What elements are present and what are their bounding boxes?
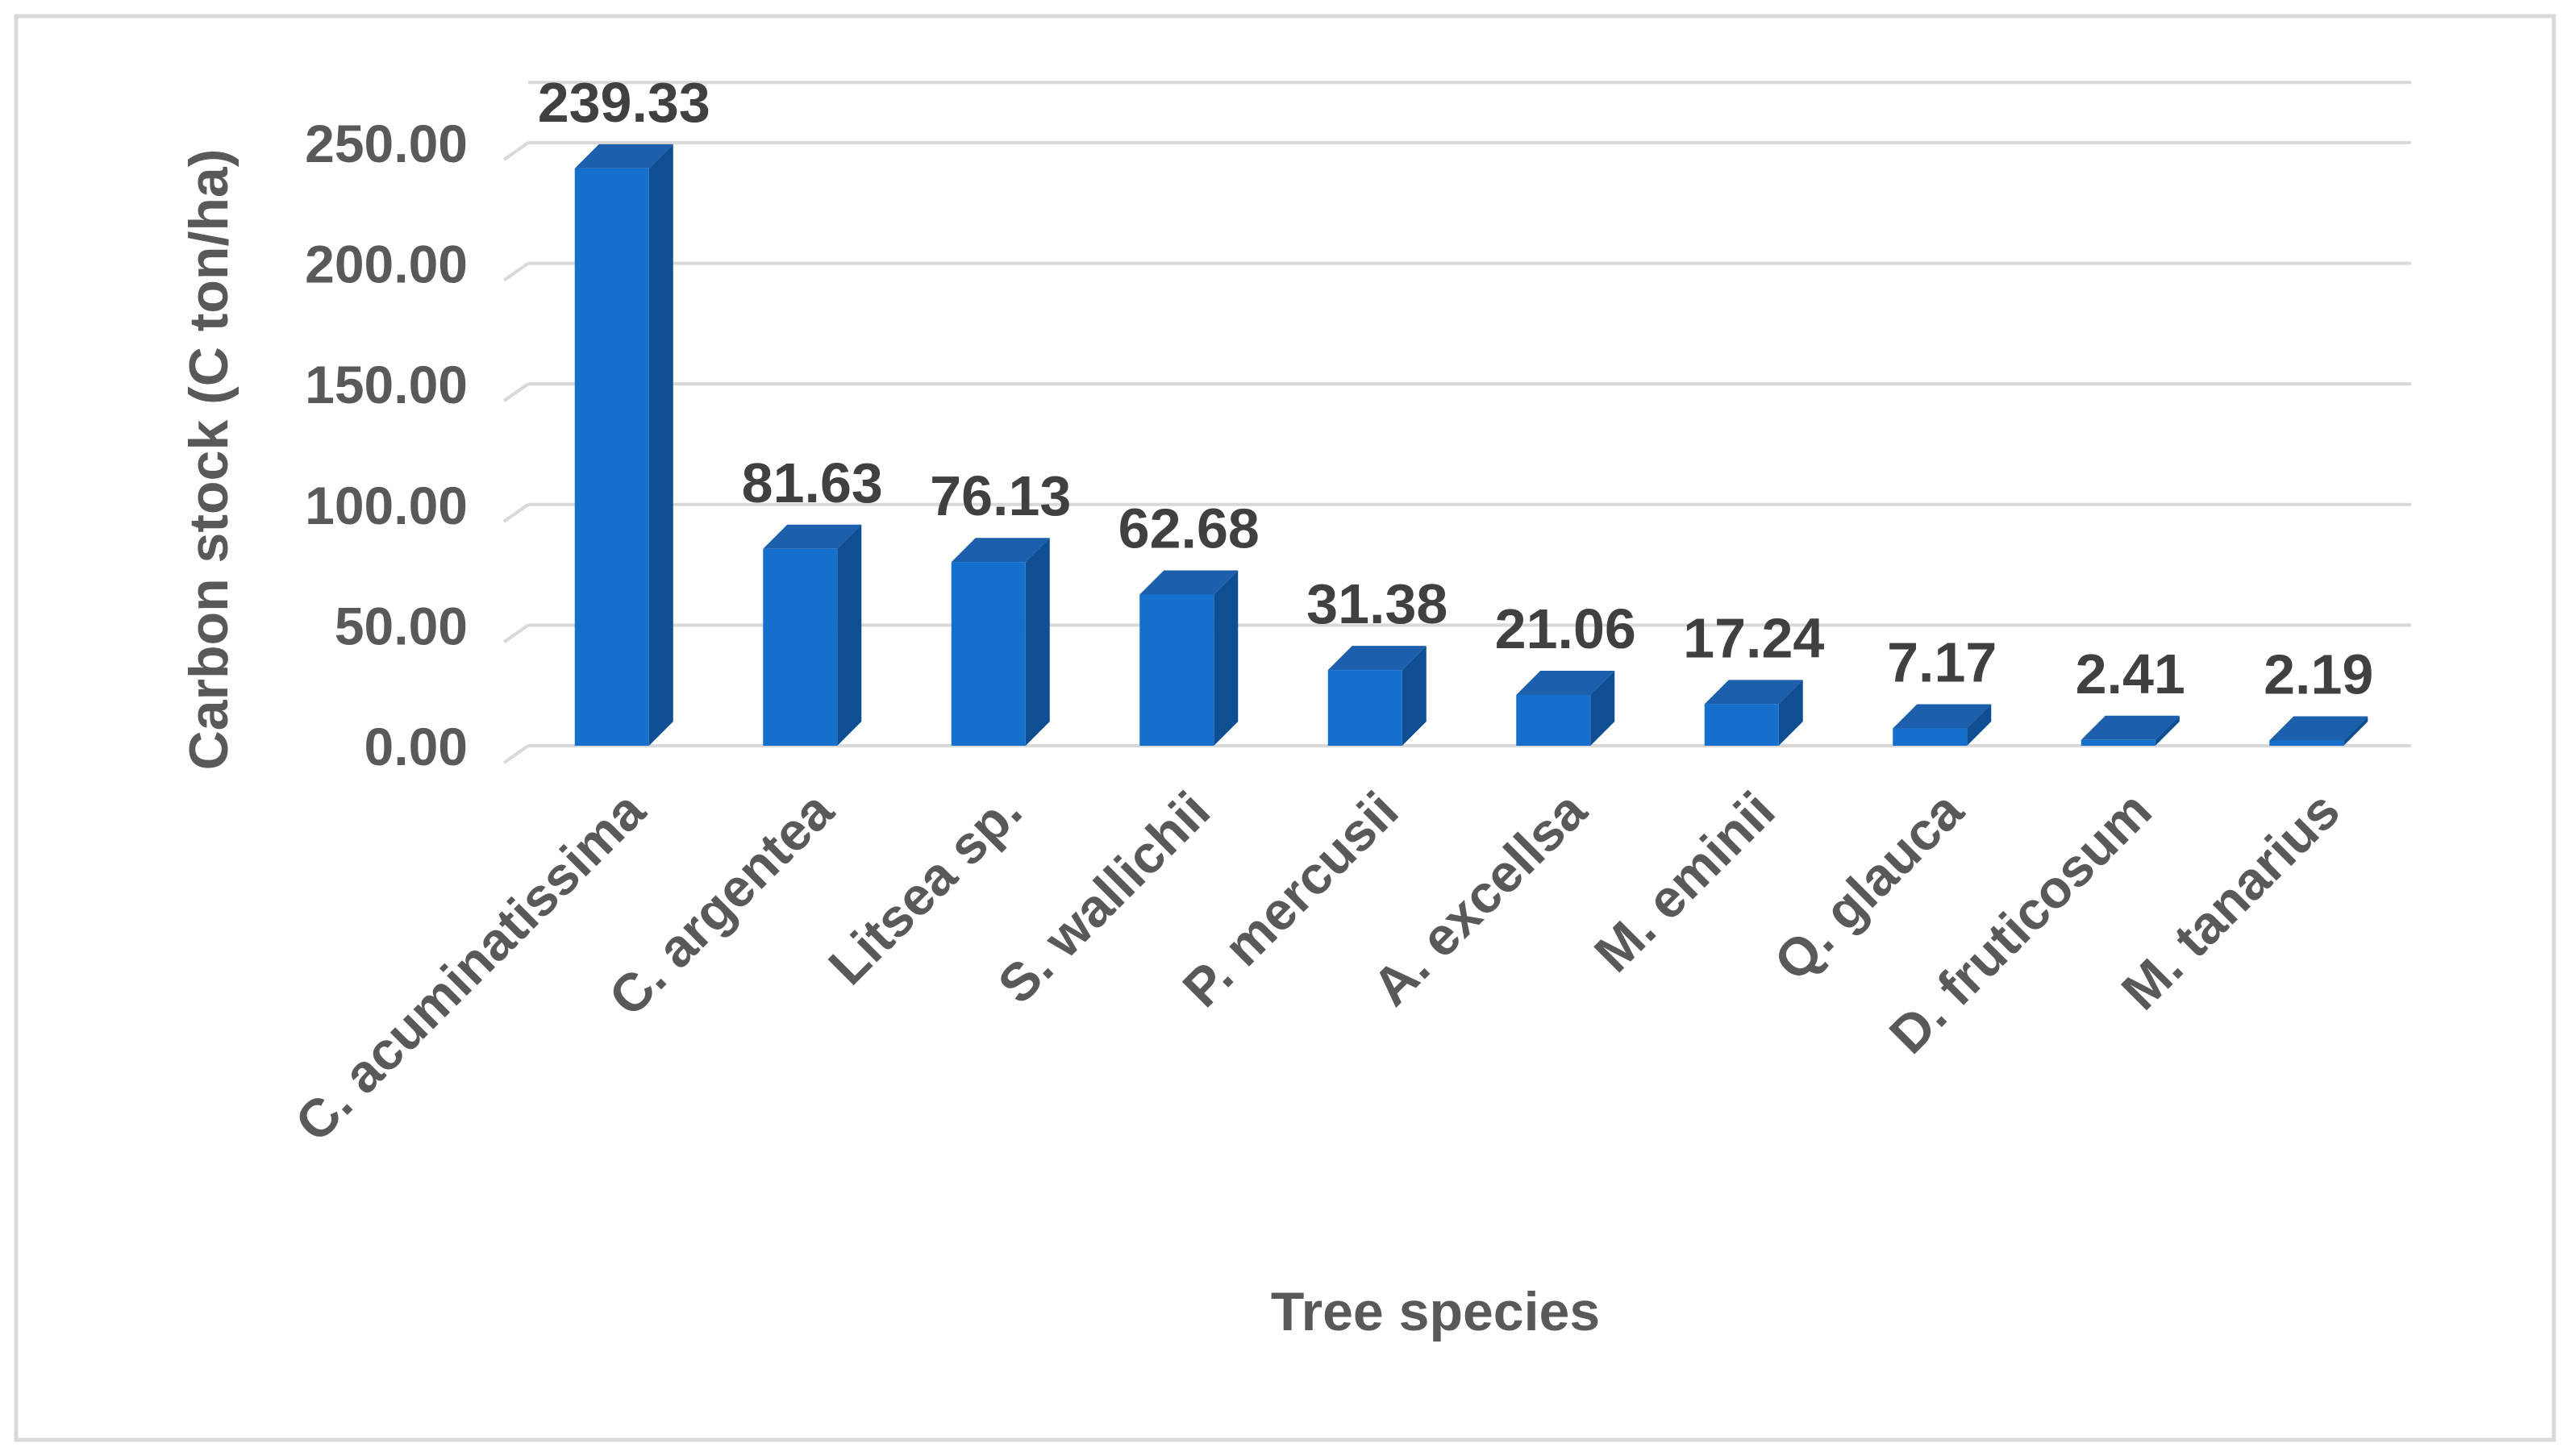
gridline-depth	[502, 623, 530, 644]
bar-side	[1025, 538, 1050, 746]
gridline-depth	[502, 744, 530, 764]
data-labels: 239.33 81.63 76.13 62.68 31.38 21.06 17.24 7.17…	[538, 71, 2374, 706]
bar-side	[1590, 670, 1615, 746]
bar-front	[951, 562, 1026, 746]
bar-top	[574, 144, 673, 168]
bar-top	[1516, 670, 1615, 695]
bar	[1327, 646, 1427, 746]
bars	[574, 144, 2368, 747]
bar-front	[763, 548, 838, 746]
bar-top	[763, 524, 862, 549]
data-label: 31.38	[1306, 572, 1447, 635]
bar-side	[1778, 680, 1803, 746]
y-tick-label: 100.00	[305, 476, 468, 535]
bar	[1893, 704, 1992, 746]
y-tick-label: 150.00	[305, 355, 468, 414]
bar-top	[1139, 570, 1239, 595]
bar-front	[574, 168, 649, 747]
gridline-depth	[502, 503, 530, 523]
bar-front	[1516, 694, 1591, 746]
bar	[1139, 570, 1239, 746]
y-tick-label: 0.00	[364, 717, 468, 776]
data-label: 17.24	[1683, 606, 1824, 669]
bar-top	[1327, 646, 1427, 671]
y-tick-label: 250.00	[305, 114, 468, 173]
bar-side	[1402, 646, 1427, 746]
bar-side	[2155, 715, 2180, 746]
data-label: 76.13	[930, 464, 1071, 527]
bar	[1516, 670, 1615, 746]
data-label: 81.63	[742, 451, 883, 514]
bar-top	[1704, 680, 1803, 705]
y-tick-label: 50.00	[335, 596, 468, 655]
bar	[574, 144, 673, 747]
bar	[2081, 715, 2180, 746]
bar-side	[648, 144, 673, 747]
bar-front	[2081, 739, 2156, 746]
data-label: 62.68	[1118, 497, 1260, 560]
bar-side	[1967, 704, 1992, 746]
bar-side	[2343, 716, 2368, 746]
data-label: 7.17	[1887, 631, 1997, 694]
bar-front	[1893, 728, 1968, 746]
bar-front	[1704, 704, 1779, 746]
data-label: 21.06	[1495, 597, 1636, 660]
gridline-depth	[502, 261, 530, 282]
bar-front	[2269, 740, 2344, 746]
bar	[2269, 716, 2368, 746]
bar-front	[1139, 594, 1214, 746]
bar-top	[951, 538, 1050, 563]
y-axis-ticks: 0.00 50.00 100.00 150.00 200.00 250.00	[305, 114, 468, 776]
x-axis-title: Tree species	[1271, 1281, 1600, 1342]
gridline-depth	[502, 382, 530, 402]
y-axis-title: Carbon stock (C ton/ha)	[178, 149, 240, 771]
bar	[951, 538, 1050, 746]
data-label: 239.33	[538, 71, 710, 134]
data-label: 2.19	[2264, 643, 2373, 705]
bar-top	[2081, 715, 2180, 740]
bar-top	[1893, 704, 1992, 729]
gridline-depth	[502, 141, 530, 161]
bar-side	[1214, 570, 1239, 746]
bar-front	[1327, 670, 1402, 746]
bar-side	[837, 524, 862, 746]
bar	[1704, 680, 1803, 746]
bar-top	[2269, 716, 2368, 741]
data-label: 2.41	[2076, 643, 2185, 705]
y-tick-label: 200.00	[305, 235, 468, 294]
bar	[763, 524, 862, 746]
